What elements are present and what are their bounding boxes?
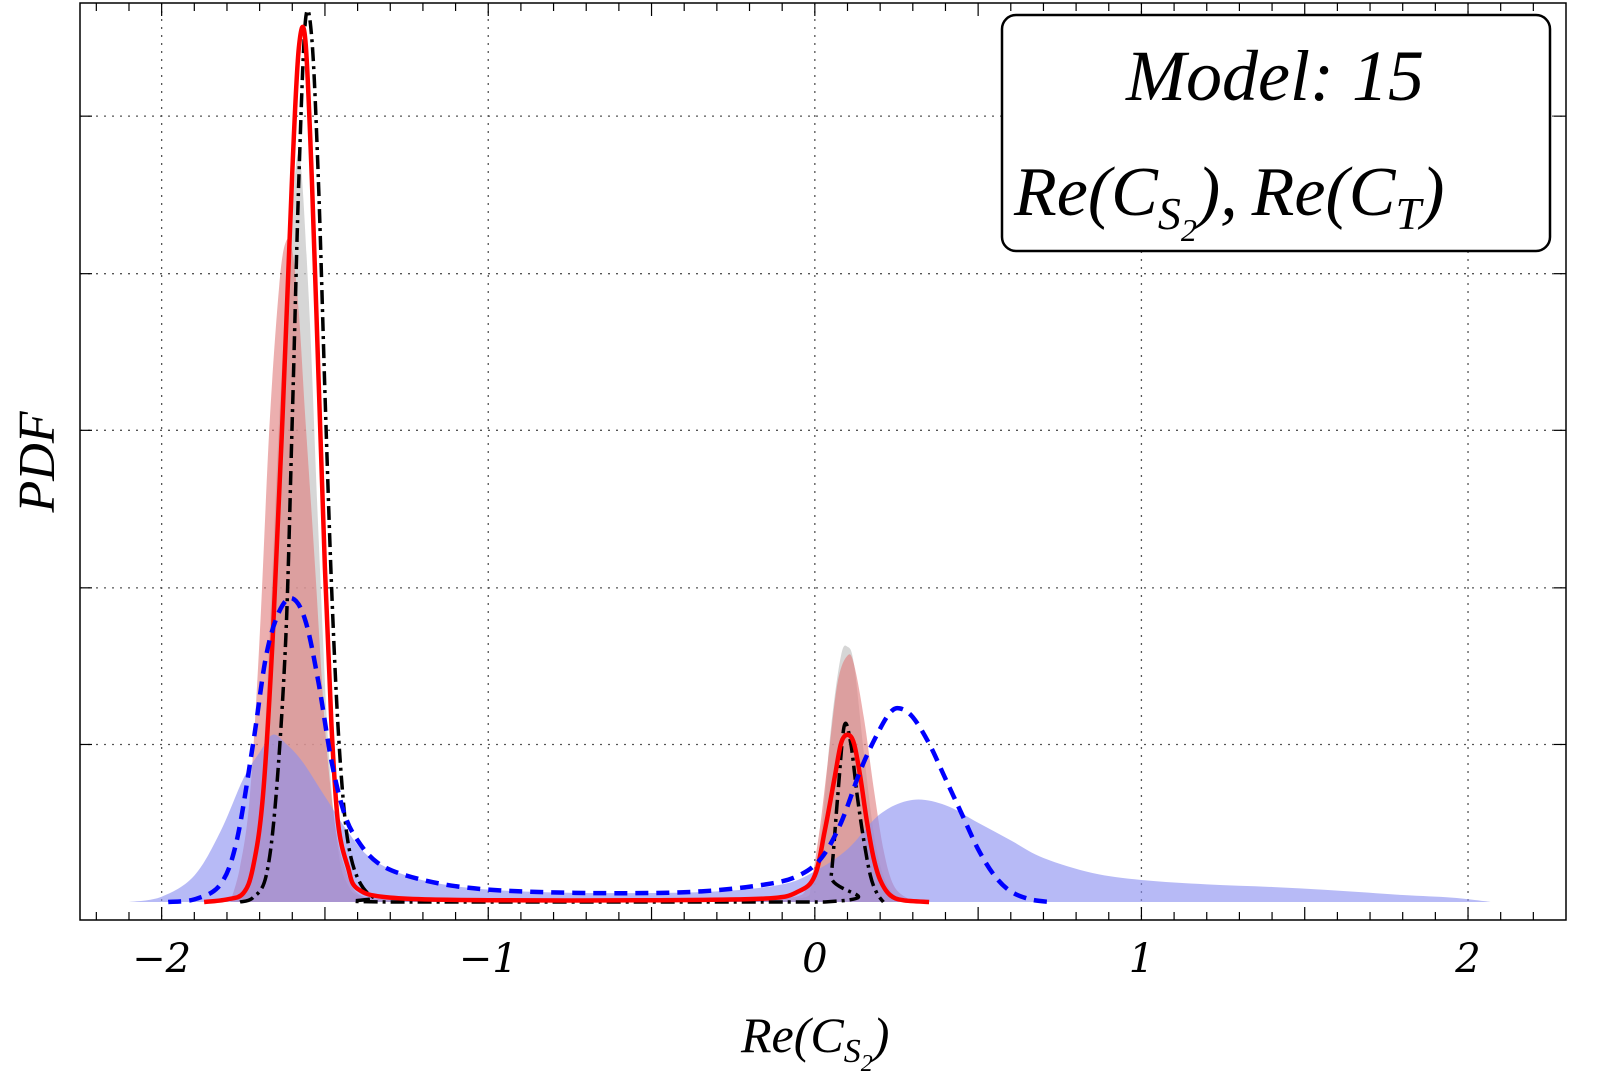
x-axis-label-close: )	[870, 1007, 890, 1063]
ticks	[80, 3, 1566, 920]
legend-title: Model: 15	[1125, 36, 1424, 116]
x-axis-label-subsub: 2	[861, 1051, 873, 1077]
legend-term-2-base: Re(C	[1251, 154, 1397, 231]
x-axis-label: Re(CS2)	[740, 1007, 889, 1077]
legend-term-1-base: Re(C	[1013, 154, 1159, 231]
series-layer	[129, 8, 1491, 905]
series-black-dashdot	[239, 8, 885, 904]
legend-subtitle: Re(CS2), Re(CT)	[1013, 154, 1444, 248]
legend-box: Model: 15 Re(CS2), Re(CT)	[1000, 13, 1552, 253]
legend-term-1-subsub: 2	[1181, 212, 1197, 248]
x-tick-label-4: 2	[1454, 936, 1480, 982]
y-axis-label: PDF	[9, 410, 66, 513]
series-blue-dashed	[167, 595, 1051, 905]
x-axis-label-sub: S	[844, 1033, 861, 1070]
legend-term-1-close: ),	[1193, 154, 1238, 231]
legend-term-1-sub: S	[1158, 188, 1181, 239]
tick-labels: −2 −1 0 1 2	[132, 936, 1481, 982]
series-red-solid	[203, 24, 930, 905]
x-axis-label-base: Re(C	[740, 1007, 844, 1063]
x-tick-label-3: 1	[1129, 936, 1154, 982]
x-tick-label-2: 0	[802, 936, 827, 982]
x-tick-label-1: −1	[459, 936, 518, 982]
legend-term-2-sub: T	[1395, 188, 1424, 239]
legend-term-2-close: )	[1417, 154, 1444, 231]
x-tick-label-0: −2	[132, 936, 191, 982]
